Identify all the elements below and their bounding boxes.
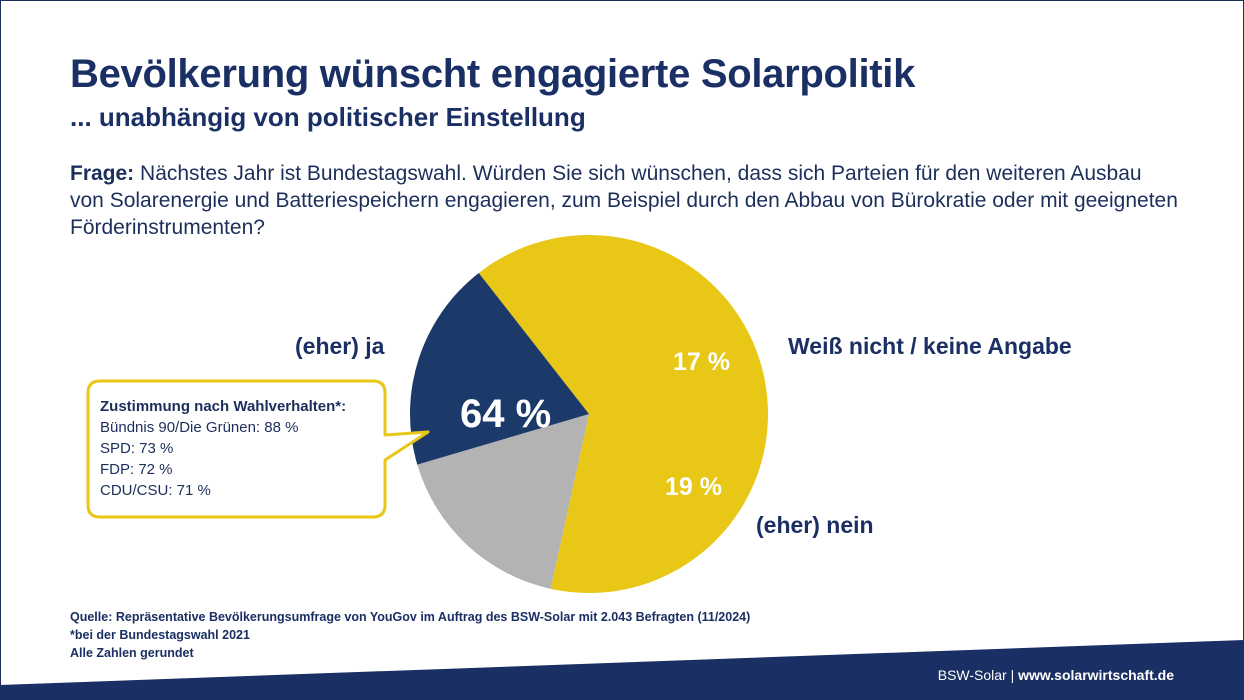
page-title: Bevölkerung wünscht engagierte Solarpoli… <box>70 52 916 96</box>
slice-label-no: (eher) nein <box>756 512 874 538</box>
callout-item: SPD: 73 % <box>100 440 174 457</box>
footer-notes: Quelle: Repräsentative Bevölkerungsumfra… <box>70 608 750 662</box>
callout-content: Zustimmung nach Wahlverhalten*: Bündnis … <box>100 396 346 501</box>
pie-slice-unknown <box>417 414 589 589</box>
slice-label-yes: (eher) ja <box>295 333 385 359</box>
footer-bar <box>0 640 1244 700</box>
slice-value-no: 19 % <box>665 473 722 501</box>
survey-question: Frage: Nächstes Jahr ist Bundestagswahl.… <box>70 160 1180 241</box>
slice-label-unknown: Weiß nicht / keine Angabe <box>788 333 1072 359</box>
election-footnote: *bei der Bundestagswahl 2021 <box>70 628 250 642</box>
pie-slice-yes <box>478 234 768 593</box>
pie-slice-no <box>410 272 589 465</box>
callout-item: CDU/CSU: 71 % <box>100 482 211 499</box>
callout-heading: Zustimmung nach Wahlverhalten*: <box>100 398 347 415</box>
slice-value-unknown: 17 % <box>673 348 730 376</box>
footer-brand: BSW-Solar | www.solarwirtschaft.de <box>938 667 1174 683</box>
callout-item: FDP: 72 % <box>100 461 173 478</box>
rounding-note: Alle Zahlen gerundet <box>70 646 194 660</box>
page-subtitle: ... unabhängig von politischer Einstellu… <box>70 102 586 132</box>
pie-slices <box>410 234 768 593</box>
source-note: Quelle: Repräsentative Bevölkerungsumfra… <box>70 610 751 624</box>
callout-item: Bündnis 90/Die Grünen: 88 % <box>100 419 299 436</box>
brand-separator: | <box>1010 667 1015 683</box>
website-link[interactable]: www.solarwirtschaft.de <box>1018 667 1174 683</box>
slice-value-yes: 64 % <box>460 392 552 436</box>
question-label: Frage: <box>70 162 135 185</box>
question-text: Nächstes Jahr ist Bundestagswahl. Würden… <box>70 162 1178 239</box>
callout-box <box>86 379 430 519</box>
brand-name: BSW-Solar <box>937 667 1007 683</box>
